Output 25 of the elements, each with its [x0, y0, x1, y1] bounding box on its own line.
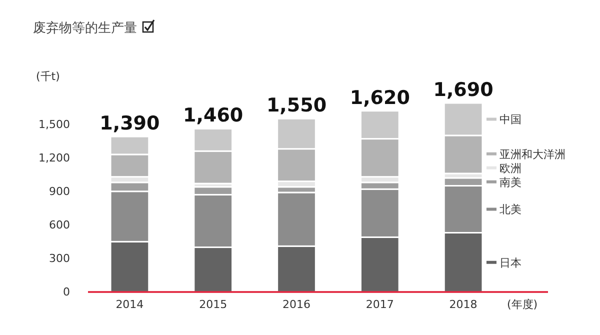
y-tick-label: 600 — [49, 218, 70, 232]
x-tick-label: 2017 — [366, 298, 394, 311]
total-label: 1,390 — [100, 112, 160, 135]
legend-label: 日本 — [499, 256, 522, 270]
x-tick-label: 2016 — [282, 298, 310, 311]
total-label: 1,690 — [433, 79, 494, 101]
chart-title: 废弃物等的生产量 — [33, 20, 137, 36]
y-tick-label: 900 — [49, 184, 70, 198]
x-tick-label: 2014 — [116, 298, 144, 311]
x-tick-label: 2015 — [199, 298, 228, 311]
legend-label: 南美 — [499, 176, 522, 189]
y-tick-label: 300 — [49, 252, 70, 265]
y-tick-label: 1,200 — [38, 151, 70, 164]
y-axis-title: (千t) — [36, 70, 60, 83]
total-label: 1,620 — [350, 86, 410, 109]
x-axis-title: (年度) — [507, 298, 538, 311]
total-label: 1,550 — [266, 94, 327, 117]
total-label: 1,460 — [183, 104, 244, 127]
x-tick-label: 2018 — [449, 298, 478, 311]
y-tick-label: 0 — [63, 286, 70, 299]
legend-label: 欧洲 — [499, 162, 522, 175]
y-tick-label: 1,500 — [38, 118, 70, 131]
legend-label: 北美 — [499, 203, 522, 216]
legend-label: 亚洲和大洋洲 — [499, 148, 566, 161]
legend-label: 中国 — [499, 113, 522, 126]
